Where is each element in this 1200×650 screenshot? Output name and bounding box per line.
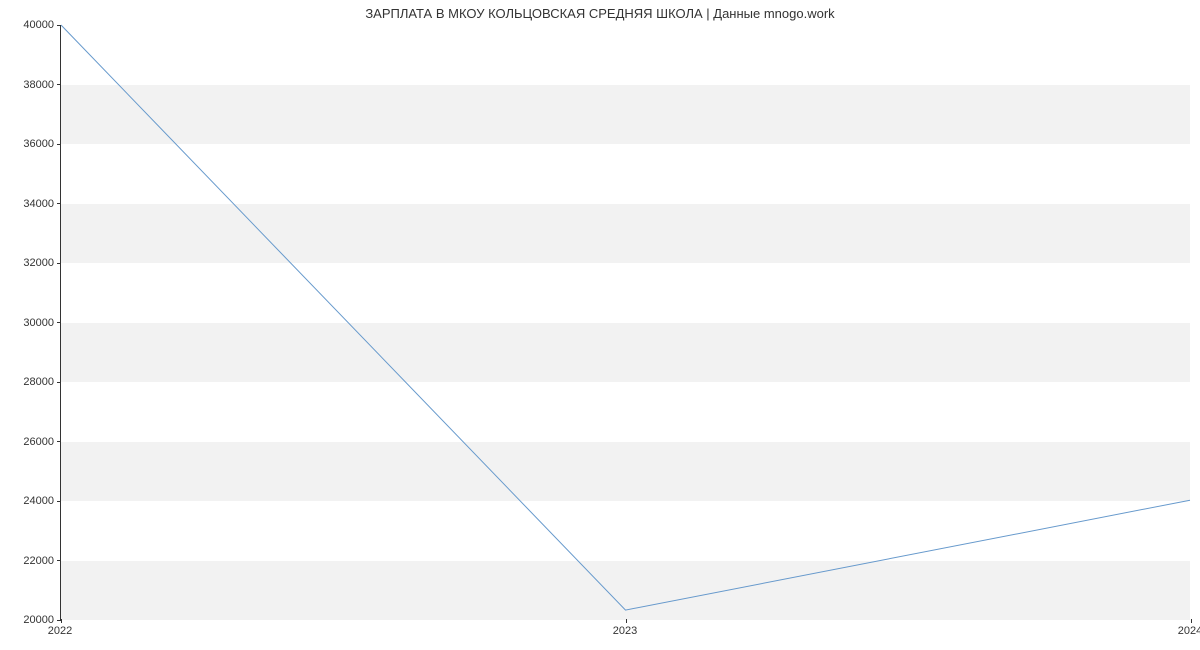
line-layer — [61, 25, 1190, 619]
y-tick-mark — [57, 560, 61, 561]
y-tick-mark — [57, 382, 61, 383]
y-tick-label: 34000 — [23, 198, 54, 210]
salary-line-chart: ЗАРПЛАТА В МКОУ КОЛЬЦОВСКАЯ СРЕДНЯЯ ШКОЛ… — [0, 0, 1200, 650]
y-tick-mark — [57, 322, 61, 323]
series-line-salary — [61, 25, 1190, 610]
y-tick-label: 26000 — [23, 436, 54, 448]
y-tick-label: 32000 — [23, 257, 54, 269]
y-tick-mark — [57, 441, 61, 442]
x-tick-label: 2023 — [613, 625, 637, 637]
y-tick-mark — [57, 84, 61, 85]
chart-title: ЗАРПЛАТА В МКОУ КОЛЬЦОВСКАЯ СРЕДНЯЯ ШКОЛ… — [0, 6, 1200, 21]
y-tick-label: 28000 — [23, 376, 54, 388]
y-tick-label: 38000 — [23, 79, 54, 91]
x-tick-mark — [626, 619, 627, 623]
x-tick-label: 2022 — [48, 625, 72, 637]
x-tick-mark — [61, 619, 62, 623]
y-tick-label: 24000 — [23, 495, 54, 507]
y-tick-mark — [57, 263, 61, 264]
y-tick-mark — [57, 501, 61, 502]
y-tick-label: 40000 — [23, 19, 54, 31]
y-tick-mark — [57, 203, 61, 204]
y-tick-mark — [57, 25, 61, 26]
plot-area — [60, 25, 1190, 620]
y-tick-label: 30000 — [23, 317, 54, 329]
x-tick-label: 2024 — [1178, 625, 1200, 637]
y-tick-label: 22000 — [23, 555, 54, 567]
y-tick-label: 36000 — [23, 138, 54, 150]
y-tick-mark — [57, 144, 61, 145]
x-tick-mark — [1191, 619, 1192, 623]
